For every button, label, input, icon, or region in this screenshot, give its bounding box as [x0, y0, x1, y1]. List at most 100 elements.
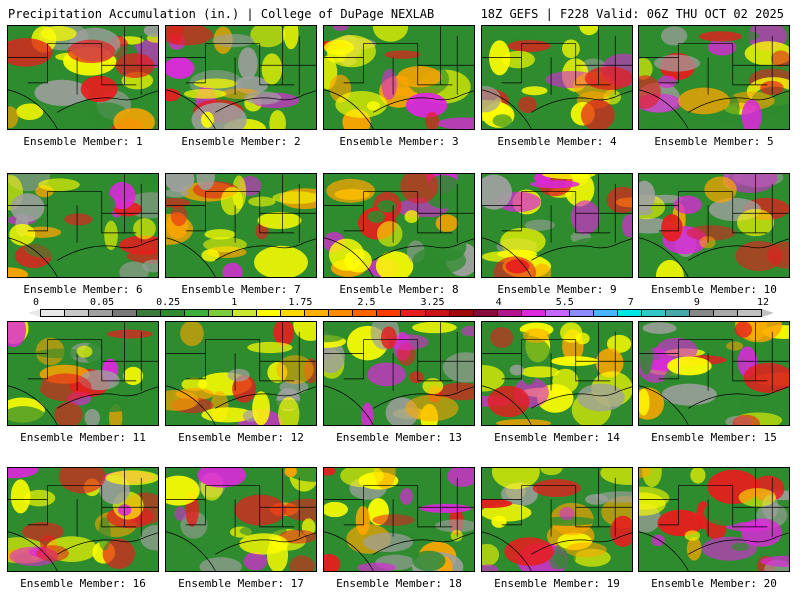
ensemble-member-label: Ensemble Member: 16 [20, 577, 146, 590]
colorbar-cell [185, 310, 210, 316]
precip-blob [549, 554, 566, 570]
colorbar-strip [40, 309, 762, 317]
precip-blob [166, 389, 199, 411]
ensemble-member-map [323, 467, 475, 572]
boundary-line [324, 43, 418, 58]
colorbar-cell [305, 310, 330, 316]
precip-blob [10, 193, 45, 222]
precip-field-map [639, 468, 789, 571]
precip-blob [655, 337, 698, 363]
precip-blob [726, 341, 744, 351]
precip-blob [699, 236, 716, 249]
precip-blob [487, 385, 530, 418]
boundary-line [8, 191, 102, 206]
colorbar-tick-label: 2.5 [357, 297, 376, 308]
colorbar-min-arrow [28, 309, 40, 317]
colorbar-cell [113, 310, 138, 316]
boundary-line [639, 237, 689, 277]
precip-blob [166, 174, 195, 193]
precip-blob [104, 220, 118, 251]
colorbar-tick-label: 7 [627, 297, 634, 308]
precip-blob [105, 470, 158, 486]
boundary-line [531, 532, 632, 555]
ensemble-member-label: Ensemble Member: 20 [651, 577, 777, 590]
precip-blob [335, 91, 388, 118]
precip-blob [84, 408, 100, 425]
precip-blob [273, 322, 294, 347]
boundary-line [639, 485, 733, 500]
precip-blob [332, 26, 349, 31]
precip-blob [183, 88, 227, 99]
precip-field-map [166, 174, 316, 277]
colorbar-tick-label: 0.25 [156, 297, 181, 308]
precip-blob [8, 406, 50, 425]
precip-blob [23, 489, 56, 507]
ensemble-member-label: Ensemble Member: 11 [20, 431, 146, 444]
precip-blob [639, 468, 651, 478]
precip-blob [234, 494, 286, 526]
precip-blob [500, 227, 546, 256]
precip-blob [743, 362, 789, 393]
boundary-line [215, 90, 316, 113]
precip-blob [540, 468, 563, 476]
precip-blob [639, 75, 661, 109]
precip-blob [579, 26, 599, 36]
boundary-line [658, 353, 679, 380]
precip-blob [166, 88, 181, 102]
precip-blob [222, 262, 243, 277]
precip-blob [735, 240, 783, 272]
precip-blob [8, 38, 53, 67]
ensemble-member-label: Ensemble Member: 1 [23, 135, 143, 148]
precip-blob [8, 370, 42, 397]
boundary-line [531, 386, 632, 409]
colorbar-tick-label: 0 [32, 297, 40, 308]
precip-field-map [639, 174, 789, 277]
precip-blob [505, 259, 530, 274]
precip-blob [503, 335, 551, 370]
ensemble-member-label: Ensemble Member: 10 [651, 283, 777, 296]
precip-blob [492, 114, 512, 127]
precip-blob [695, 272, 723, 277]
precip-blob [698, 31, 743, 42]
ensemble-member-map [165, 321, 317, 426]
precip-blob [289, 555, 315, 571]
precip-blob [377, 200, 396, 213]
precip-blob [98, 517, 111, 551]
precip-blob [577, 383, 625, 412]
ensemble-member-label: Ensemble Member: 17 [178, 577, 304, 590]
boundary-line [57, 238, 158, 261]
precip-blob [496, 419, 552, 425]
ensemble-member-label: Ensemble Member: 6 [23, 283, 143, 296]
colorbar-tick-label: 9 [693, 297, 700, 308]
precip-blob [38, 178, 80, 192]
colorbar-cell [233, 310, 258, 316]
precip-blob [388, 334, 429, 350]
precip-blob [227, 355, 240, 366]
precip-blob [34, 79, 90, 106]
colorbar-tick-label: 4 [495, 297, 502, 308]
ensemble-member-map [323, 173, 475, 278]
precip-blob [533, 263, 552, 277]
precip-blob [203, 237, 247, 253]
precip-blob [731, 542, 750, 551]
precip-blob [704, 176, 737, 203]
ensemble-member-map [323, 321, 475, 426]
precip-blob [324, 501, 348, 518]
boundary-line [688, 386, 789, 409]
boundary-line [732, 339, 768, 382]
boundary-line [27, 499, 48, 526]
boundary-line [688, 532, 789, 555]
precip-blob [102, 538, 135, 569]
boundary-line [531, 90, 632, 113]
colorbar-tick-label: 5.5 [555, 297, 574, 308]
precip-blob [324, 554, 341, 571]
precip-blob [760, 555, 789, 567]
boundary-line [531, 238, 632, 261]
precip-blob [257, 211, 302, 230]
map-title: Precipitation Accumulation (in.) | Colle… [8, 7, 435, 21]
colorbar-cell [257, 310, 282, 316]
precip-blob [559, 507, 575, 521]
precip-blob [204, 229, 236, 240]
ensemble-member-map [7, 467, 159, 572]
precip-blob [54, 401, 83, 425]
